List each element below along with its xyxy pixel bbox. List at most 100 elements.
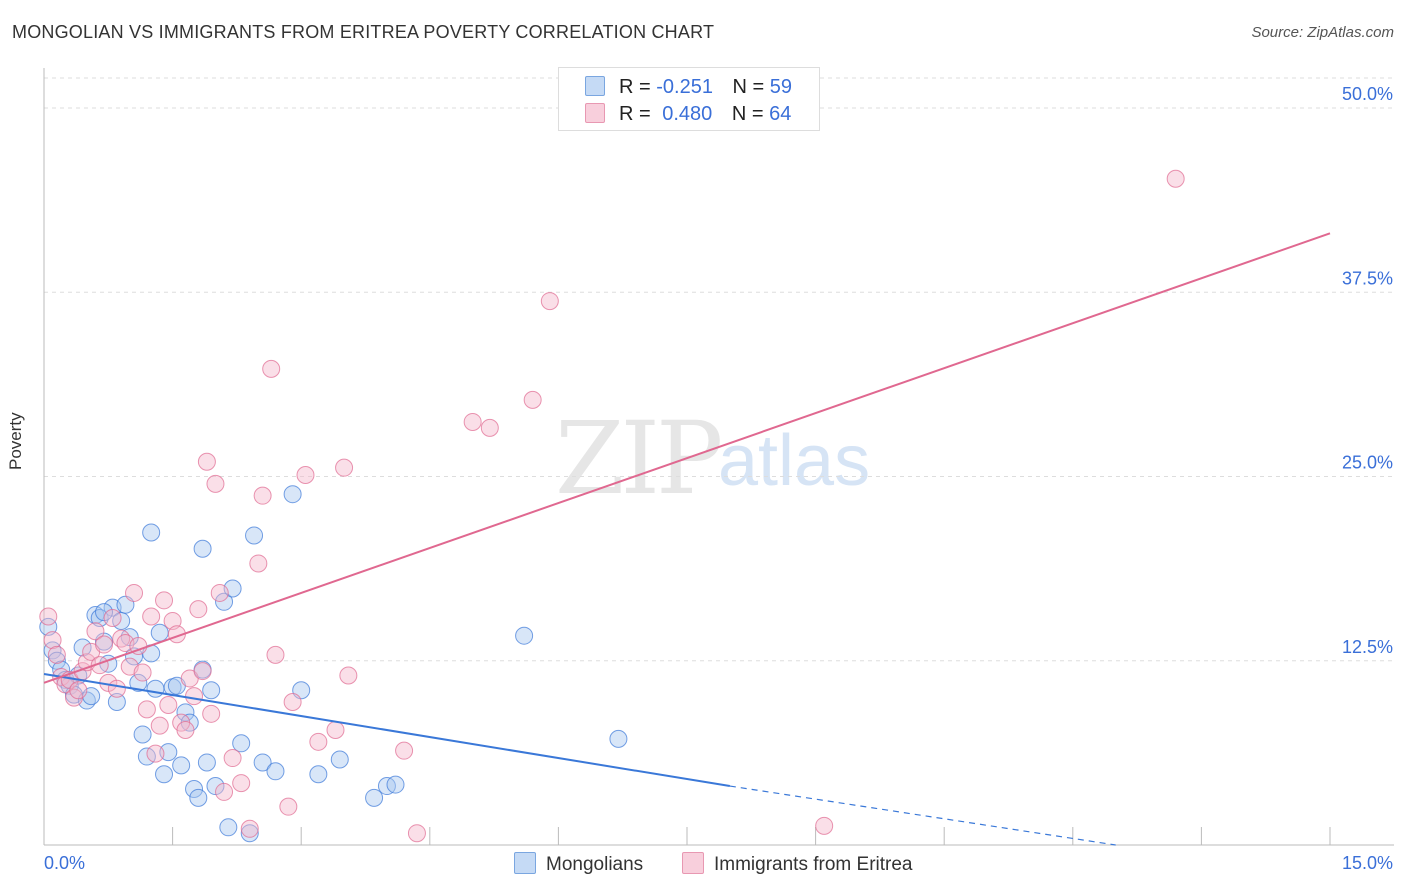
eritrea-point <box>407 824 426 843</box>
mongolian-point <box>193 539 212 558</box>
mongolian-point <box>365 788 384 807</box>
eritrea-point <box>189 600 208 619</box>
eritrea-point <box>262 359 281 378</box>
eritrea-point <box>39 607 58 626</box>
eritrea-point <box>463 412 482 431</box>
eritrea-point <box>163 611 182 630</box>
eritrea-point <box>86 622 105 641</box>
bottom-legend-eritrea: Immigrants from Eritrea <box>682 852 912 876</box>
eritrea-point <box>103 609 122 628</box>
mongolian-point <box>129 673 148 692</box>
mongolian-point <box>219 818 238 837</box>
mongolian-point <box>515 626 534 645</box>
legend-r-value-eritrea: 0.480 <box>662 103 713 125</box>
legend-row-mongolians: R = -0.251 N = 59 <box>585 76 792 99</box>
legend-swatch-blue <box>585 76 605 96</box>
eritrea-trend-line <box>43 232 1331 684</box>
eritrea-point <box>150 716 169 735</box>
mongolian-point <box>253 753 272 772</box>
eritrea-point <box>335 458 354 477</box>
eritrea-point <box>176 721 195 740</box>
chart-title: MONGOLIAN VS IMMIGRANTS FROM ERITREA POV… <box>12 22 715 42</box>
eritrea-point <box>210 583 229 602</box>
mongolian-point <box>159 743 178 762</box>
eritrea-point <box>339 666 358 685</box>
mongolian-point <box>39 617 58 636</box>
eritrea-point <box>283 693 302 712</box>
mongolian-point <box>142 523 161 542</box>
eritrea-point <box>815 816 834 835</box>
eritrea-point <box>125 583 144 602</box>
legend-n-value-eritrea: 64 <box>769 103 792 125</box>
mongolian-point <box>215 592 234 611</box>
bottom-legend-label-eritrea: Immigrants from Eritrea <box>714 854 913 875</box>
mongolian-trend-line <box>43 673 731 788</box>
eritrea-point <box>202 704 221 723</box>
mongolian-point <box>197 753 216 772</box>
mongolian-point <box>133 725 152 744</box>
mongolian-point <box>146 679 165 698</box>
eritrea-point <box>137 700 156 719</box>
eritrea-point <box>47 645 66 664</box>
y-tick-label: 12.5% <box>1342 637 1393 657</box>
y-tick-label: 37.5% <box>1342 268 1393 288</box>
eritrea-point <box>480 418 499 437</box>
eritrea-point <box>69 681 88 700</box>
eritrea-point <box>253 486 272 505</box>
bottom-legend-swatch-blue <box>514 852 536 874</box>
eritrea-point <box>296 466 315 485</box>
eritrea-point <box>249 554 268 573</box>
mongolian-point <box>309 765 328 784</box>
eritrea-point <box>266 645 285 664</box>
eritrea-point <box>395 741 414 760</box>
x-tick-label-max: 15.0% <box>1342 853 1393 873</box>
y-tick-label: 50.0% <box>1342 84 1393 104</box>
mongolian-point <box>155 765 174 784</box>
mongolian-point <box>330 750 349 769</box>
mongolian-point <box>172 756 191 775</box>
legend-n-label: N = <box>732 76 765 98</box>
eritrea-point <box>223 749 242 768</box>
eritrea-point <box>206 474 225 493</box>
eritrea-point <box>215 782 234 801</box>
watermark-zip: ZIP <box>555 400 723 517</box>
y-axis-label: Poverty <box>6 412 25 470</box>
mongolian-point <box>202 681 221 700</box>
legend-r-label: R = <box>619 103 651 125</box>
mongolian-trend-extension <box>729 785 1116 846</box>
mongolian-point <box>240 824 259 843</box>
eritrea-point <box>326 721 345 740</box>
eritrea-point <box>43 631 62 650</box>
legend-r-value-mongolians: -0.251 <box>656 76 713 98</box>
stats-legend: R = -0.251 N = 59 R = 0.480 N = 64 <box>558 67 820 131</box>
legend-r-label: R = <box>619 76 651 98</box>
bottom-legend-label-mongolians: Mongolians <box>546 854 644 875</box>
eritrea-point <box>95 635 114 654</box>
x-tick-label-min: 0.0% <box>44 853 85 873</box>
legend-row-eritrea: R = 0.480 N = 64 <box>585 103 791 126</box>
eritrea-point <box>193 662 212 681</box>
eritrea-point <box>1166 169 1185 188</box>
eritrea-point <box>279 797 298 816</box>
eritrea-point <box>146 744 165 763</box>
eritrea-point <box>540 292 559 311</box>
mongolian-point <box>176 703 195 722</box>
bottom-legend-mongolians: Mongolians <box>514 852 643 876</box>
eritrea-point <box>232 774 251 793</box>
legend-n-value-mongolians: 59 <box>769 76 793 98</box>
eritrea-point <box>185 687 204 706</box>
mongolian-point <box>283 485 302 504</box>
eritrea-point <box>133 663 152 682</box>
mongolian-point <box>185 779 204 798</box>
mongolian-point <box>386 775 405 794</box>
eritrea-point <box>155 591 174 610</box>
eritrea-point <box>142 607 161 626</box>
bottom-legend-swatch-pink <box>682 852 704 874</box>
y-tick-label: 25.0% <box>1342 453 1393 473</box>
legend-swatch-pink <box>585 103 605 123</box>
mongolian-point <box>73 638 92 657</box>
mongolian-point <box>107 693 126 712</box>
mongolian-point <box>266 762 285 781</box>
source-label: Source: ZipAtlas.com <box>1251 24 1394 41</box>
